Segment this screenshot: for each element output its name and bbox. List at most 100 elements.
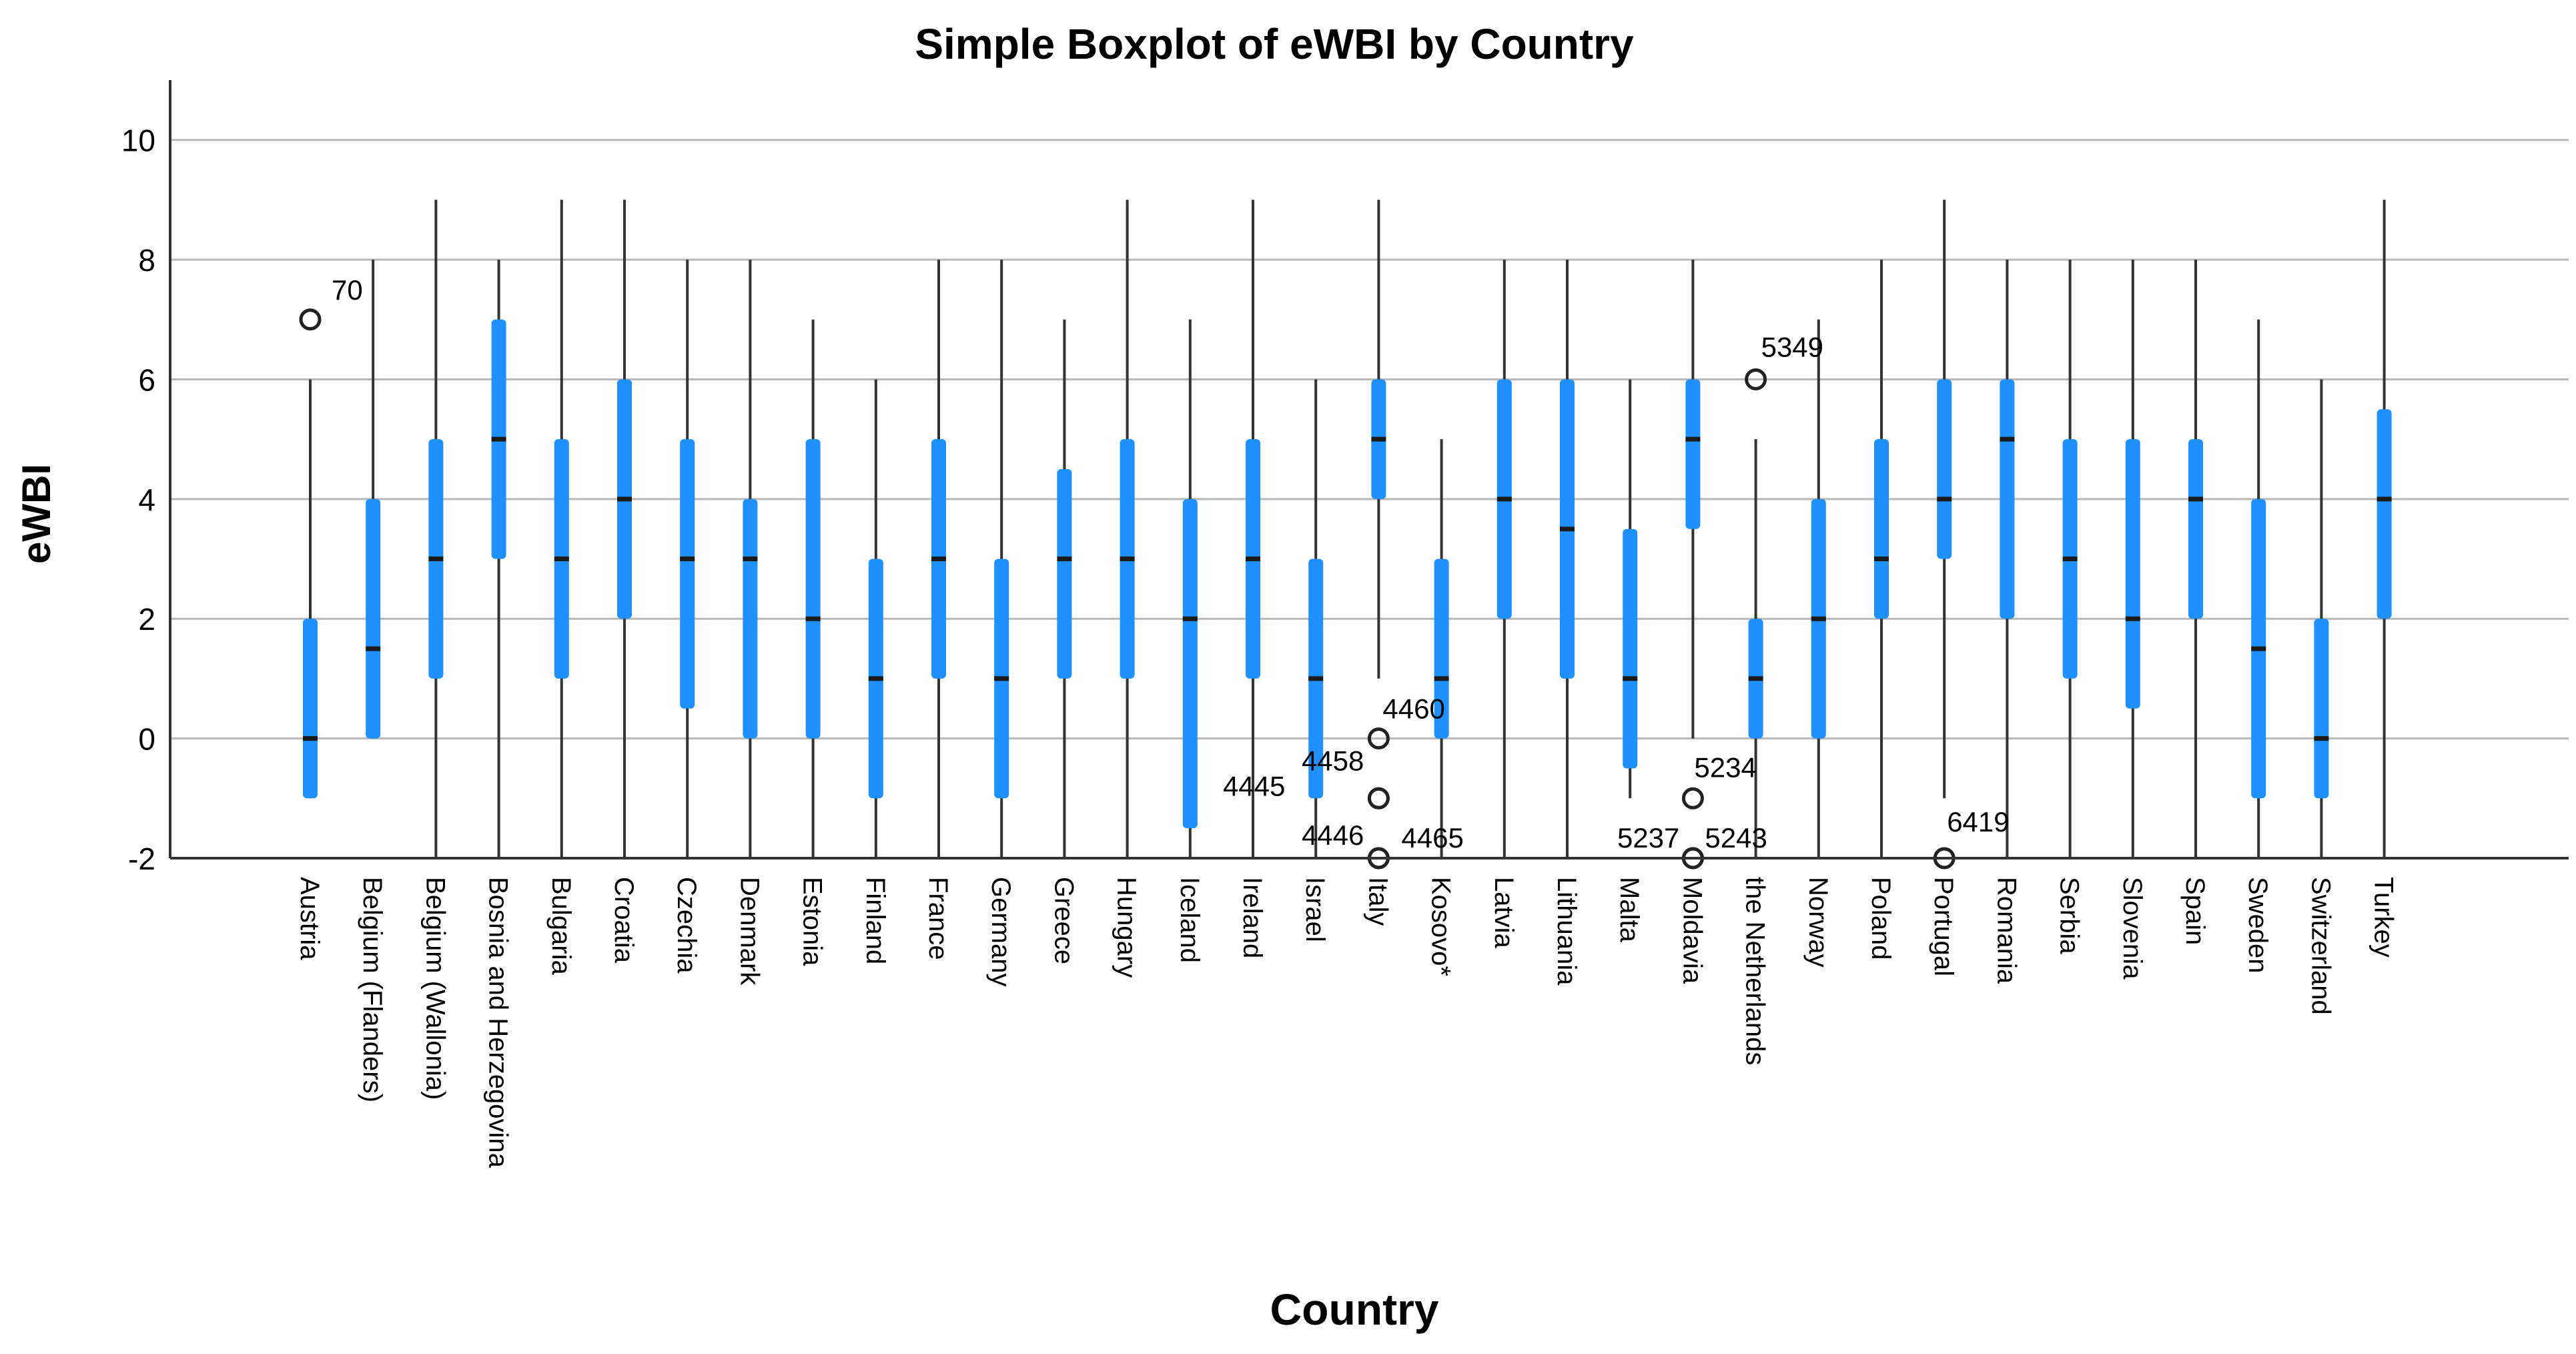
y-tick-label: -2	[128, 841, 155, 876]
y-tick-label: 2	[138, 602, 155, 637]
x-tick-label: France	[923, 877, 953, 960]
box-iqr	[743, 498, 758, 739]
x-tick-label: Hungary	[1112, 877, 1142, 978]
outlier-label: 4445	[1223, 770, 1285, 801]
x-tick-label: Switzerland	[2306, 877, 2335, 1015]
box-6	[680, 260, 695, 858]
box-iqr	[2314, 619, 2329, 799]
x-tick-label: Belgium (Wallonia)	[420, 877, 450, 1100]
box-31	[2251, 319, 2266, 858]
outliers: 70 4460 4445 4458 4446 4465 5234 5237 5243 5349 64…	[299, 274, 2010, 870]
box-8	[805, 319, 821, 858]
x-tick-label: Latvia	[1489, 877, 1519, 948]
box-26	[1937, 200, 1952, 799]
box-19	[1496, 260, 1512, 858]
box-27	[2000, 260, 2015, 858]
box-29	[2125, 260, 2140, 858]
box-14	[1182, 319, 1198, 858]
outlier-marker	[1367, 727, 1390, 750]
box-iqr	[2125, 439, 2140, 709]
box-0	[303, 379, 318, 799]
x-tick-label: Romania	[1992, 877, 2021, 984]
outlier-label: 4446	[1302, 819, 1364, 851]
box-24	[1811, 319, 1826, 858]
axes	[169, 80, 2569, 860]
outlier-marker	[1745, 368, 1767, 390]
x-tick-label: Finland	[861, 877, 890, 964]
box-17	[1371, 200, 1386, 679]
y-tick-label: 10	[121, 123, 155, 158]
y-tick-label: 6	[138, 362, 155, 397]
x-tick-label: Croatia	[609, 877, 638, 964]
x-tick-label: Sweden	[2243, 877, 2272, 974]
y-tick-label: 4	[138, 482, 155, 517]
box-7	[743, 260, 758, 858]
box-22	[1685, 260, 1701, 739]
x-tick-label: Turkey	[2369, 877, 2399, 958]
x-tick-label: Italy	[1363, 877, 1392, 926]
x-tick-label: Bosnia and Herzegovina	[484, 877, 513, 1168]
y-tick-label: 0	[138, 722, 155, 757]
outlier-label: 4458	[1302, 745, 1364, 776]
box-1	[366, 260, 381, 739]
box-12	[1057, 319, 1072, 858]
y-tick-label: 8	[138, 243, 155, 278]
box-32	[2314, 379, 2329, 858]
x-tick-label: Kosovo*	[1426, 877, 1456, 976]
box-23	[1748, 439, 1763, 858]
outlier-label: 5234	[1694, 751, 1756, 783]
x-tick-label: Belgium (Flanders)	[358, 877, 387, 1102]
x-tick-label: Bulgaria	[546, 877, 576, 976]
outlier-label: 5237	[1617, 822, 1679, 854]
x-tick-label: Portugal	[1929, 877, 1958, 976]
box-16	[1308, 379, 1324, 858]
outlier-label: 5349	[1761, 331, 1823, 362]
box-21	[1623, 379, 1638, 799]
box-2	[428, 200, 444, 858]
x-axis-title: Country	[1270, 1285, 1439, 1334]
x-tick-label: Germany	[986, 877, 1015, 987]
x-tick-label: Moldavia	[1677, 877, 1707, 984]
x-tick-label: Greece	[1049, 877, 1078, 964]
box-10	[931, 260, 946, 858]
outlier-label: 70	[332, 274, 363, 306]
outlier-label: 5243	[1705, 822, 1767, 854]
box-28	[2062, 260, 2078, 858]
box-iqr	[303, 619, 318, 799]
x-tick-label: Spain	[2180, 877, 2210, 945]
box-13	[1120, 200, 1135, 858]
box-iqr	[1434, 559, 1449, 739]
box-5	[617, 200, 632, 858]
box-33	[2377, 200, 2392, 858]
y-axis-title: eWBI	[14, 464, 59, 564]
box-3	[491, 260, 506, 858]
outlier-marker	[1681, 787, 1704, 809]
y-axis-ticks: -2 0 2 4 6 8 10	[121, 123, 155, 876]
x-axis-categories: Austria Belgium (Flanders) Belgium (Wallon…	[295, 877, 2399, 1168]
x-tick-label: Poland	[1866, 877, 1895, 960]
x-tick-label: Slovenia	[2118, 877, 2147, 980]
box-iqr	[2000, 379, 2015, 619]
box-4	[554, 200, 569, 858]
x-tick-label: Israel	[1300, 877, 1330, 942]
box-9	[868, 379, 883, 858]
x-tick-label: Denmark	[735, 877, 764, 986]
x-tick-label: Lithuania	[1552, 877, 1581, 986]
gridlines	[170, 139, 2569, 860]
box-iqr	[1057, 469, 1072, 679]
x-tick-label: Czechia	[672, 877, 701, 974]
box-iqr	[2377, 409, 2392, 619]
box-11	[994, 260, 1009, 858]
box-iqr	[366, 498, 381, 739]
box-iqr	[1623, 529, 1638, 769]
box-iqr	[1182, 498, 1198, 829]
x-tick-label: Ireland	[1238, 877, 1267, 958]
box-iqr	[2188, 439, 2203, 619]
boxes	[303, 200, 2392, 858]
chart-title: Simple Boxplot of eWBI by Country	[915, 20, 1634, 68]
outlier-marker	[299, 308, 322, 331]
outlier-label: 4465	[1401, 822, 1463, 854]
outlier-label: 6419	[1947, 806, 2009, 837]
